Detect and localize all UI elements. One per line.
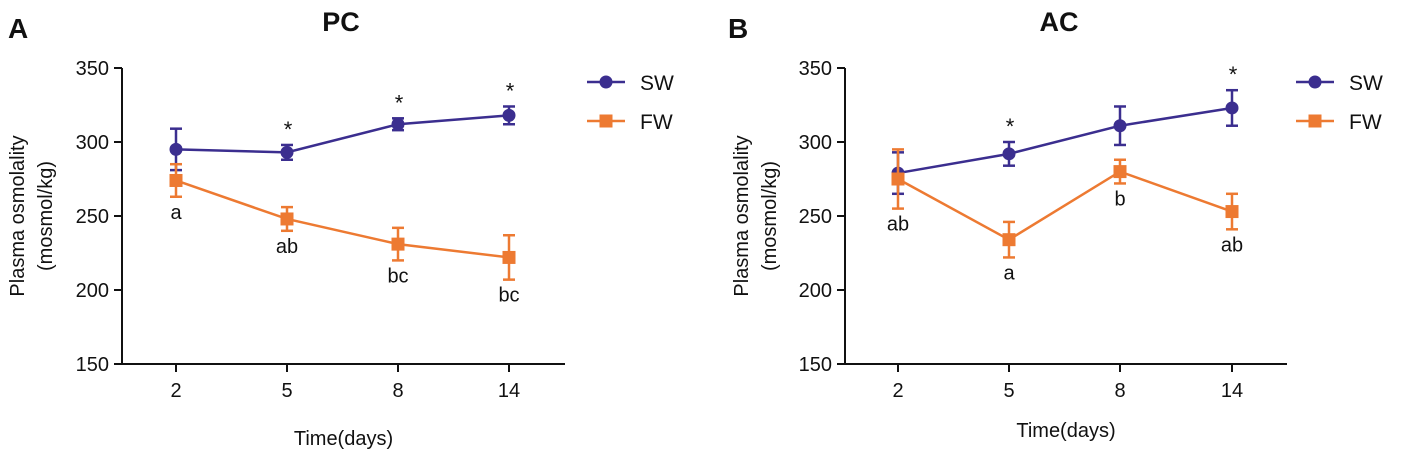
group-letter-label: bc xyxy=(498,285,519,307)
significance-star: * xyxy=(1229,62,1238,87)
panel-b: B AC 150 200 250 300 350 2 5 8 14 Time(days) Plasma … xyxy=(728,7,1383,442)
legend-marker xyxy=(1308,114,1322,128)
series-line xyxy=(175,114,510,154)
y-tick-label: 200 xyxy=(799,280,832,302)
y-tick-label: 350 xyxy=(799,58,832,80)
x-tick-label: 5 xyxy=(1003,380,1014,402)
y-tick-label: 300 xyxy=(799,132,832,154)
y-tick-label: 150 xyxy=(799,354,832,376)
group-letter-label: a xyxy=(170,202,182,224)
y-axis-label: Plasma osmolality xyxy=(731,135,753,296)
data-point xyxy=(391,237,405,251)
panel-a: A PC 150 200 250 300 350 2 5 8 14 Time(days) Plasma … xyxy=(7,7,674,450)
group-letter-label: b xyxy=(1114,188,1125,210)
panel-letter: B xyxy=(728,13,748,44)
group-letter-label: ab xyxy=(1221,234,1243,256)
data-point xyxy=(502,250,516,264)
series-line xyxy=(175,179,510,259)
data-point xyxy=(169,173,183,187)
x-axis-label: Time(days) xyxy=(294,428,393,450)
group-letter-label: ab xyxy=(887,214,909,236)
significance-star: * xyxy=(284,117,293,142)
y-tick-label: 150 xyxy=(76,354,109,376)
data-point xyxy=(1002,147,1016,161)
significance-star: * xyxy=(506,78,515,103)
y-tick-label: 250 xyxy=(76,206,109,228)
legend-label: SW xyxy=(640,72,674,95)
data-point xyxy=(502,108,516,122)
data-point xyxy=(391,117,405,131)
data-point xyxy=(1113,119,1127,133)
significance-star: * xyxy=(1006,114,1015,139)
data-point xyxy=(1113,165,1127,179)
data-point xyxy=(280,145,294,159)
series-sw: ** xyxy=(891,62,1239,196)
y-axis-label-unit: (mosmol/kg) xyxy=(759,161,781,271)
data-point xyxy=(280,212,294,226)
data-point xyxy=(169,142,183,156)
legend-label: FW xyxy=(1349,111,1382,134)
y-tick-label: 250 xyxy=(799,206,832,228)
data-point xyxy=(1002,233,1016,247)
x-tick-label: 2 xyxy=(170,380,181,402)
series-line xyxy=(897,170,1233,242)
y-tick-label: 300 xyxy=(76,132,109,154)
group-letter-label: a xyxy=(1003,262,1015,284)
y-axis-label: Plasma osmolality xyxy=(7,135,29,296)
x-tick-label: 14 xyxy=(498,380,520,402)
x-tick-label: 14 xyxy=(1221,380,1243,402)
data-point xyxy=(1225,205,1239,219)
x-tick-label: 8 xyxy=(392,380,403,402)
legend: SW FW xyxy=(587,72,674,134)
legend-marker xyxy=(599,75,613,89)
x-tick-label: 2 xyxy=(892,380,903,402)
series-fw: a ab bc bc xyxy=(169,162,520,307)
y-tick-label: 200 xyxy=(76,280,109,302)
chart-title: PC xyxy=(322,7,360,37)
group-letter-label: ab xyxy=(276,236,298,258)
legend-label: FW xyxy=(640,111,673,134)
y-tick-label: 350 xyxy=(76,58,109,80)
x-axis-label: Time(days) xyxy=(1016,420,1115,442)
y-axis-label-unit: (mosmol/kg) xyxy=(35,161,57,271)
x-tick-label: 5 xyxy=(281,380,292,402)
significance-star: * xyxy=(395,90,404,115)
data-point xyxy=(891,172,905,186)
legend-marker xyxy=(1308,75,1322,89)
legend: SW FW xyxy=(1296,72,1383,134)
panel-letter: A xyxy=(8,13,28,44)
group-letter-label: bc xyxy=(387,265,408,287)
x-tick-label: 8 xyxy=(1114,380,1125,402)
data-point xyxy=(1225,101,1239,115)
chart-title: AC xyxy=(1040,7,1079,37)
legend-marker xyxy=(599,114,613,128)
series-sw: * * * xyxy=(169,78,516,172)
series-line xyxy=(897,106,1233,175)
legend-label: SW xyxy=(1349,72,1383,95)
